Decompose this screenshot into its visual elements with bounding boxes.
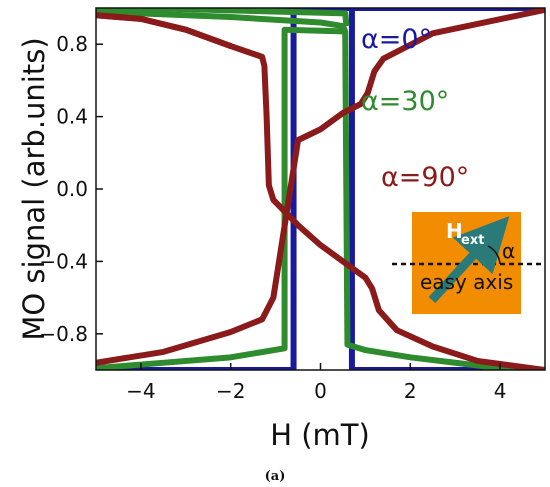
panel-label: (a) bbox=[265, 469, 286, 484]
angle-label: α bbox=[502, 239, 515, 263]
y-tick-label: 0.8 bbox=[56, 32, 88, 56]
x-tick-label: −2 bbox=[216, 379, 245, 403]
field-subscript: ext bbox=[461, 233, 484, 248]
series-line-0-descending bbox=[96, 8, 545, 370]
curves-layer bbox=[96, 8, 545, 370]
easy-axis-label: easy axis bbox=[420, 270, 513, 294]
series-line-2-ascending_low bbox=[96, 8, 545, 366]
series-line-2-descending bbox=[96, 12, 545, 370]
y-tick-label: 0.0 bbox=[56, 177, 88, 201]
angle-arc bbox=[487, 245, 501, 265]
series-line-0-ascending bbox=[96, 8, 545, 370]
series-line-1-descending bbox=[96, 8, 545, 370]
series-line-1-ascending bbox=[96, 8, 350, 27]
x-tick-label: −4 bbox=[126, 379, 155, 403]
ticks-layer: −4 −2 0 2 4 0.8 0.4 0.0 −0.4 −0.8 bbox=[39, 32, 506, 403]
y-tick-label: −0.4 bbox=[39, 249, 88, 273]
y-tick-label: 0.4 bbox=[56, 105, 88, 129]
series-label-alpha-0: α=0° bbox=[361, 24, 432, 55]
x-tick-label: 2 bbox=[404, 379, 417, 403]
series-line-2-ascending bbox=[96, 12, 232, 49]
x-tick-label: 0 bbox=[314, 379, 327, 403]
series-line-1-ascending_low bbox=[96, 26, 348, 370]
x-tick-label: 4 bbox=[494, 379, 507, 403]
field-label: H bbox=[446, 219, 463, 243]
y-tick-label: −0.8 bbox=[39, 322, 88, 346]
inset-diagram: H ext α easy axis bbox=[392, 212, 545, 314]
y-axis-title: MO signal (arb.units) bbox=[17, 37, 51, 340]
field-arrow-icon bbox=[428, 216, 510, 304]
series-label-alpha-90: α=90° bbox=[381, 162, 469, 193]
x-axis-title: H (mT) bbox=[270, 418, 370, 452]
series-label-alpha-30: α=30° bbox=[361, 86, 449, 117]
plot-frame bbox=[95, 7, 546, 371]
